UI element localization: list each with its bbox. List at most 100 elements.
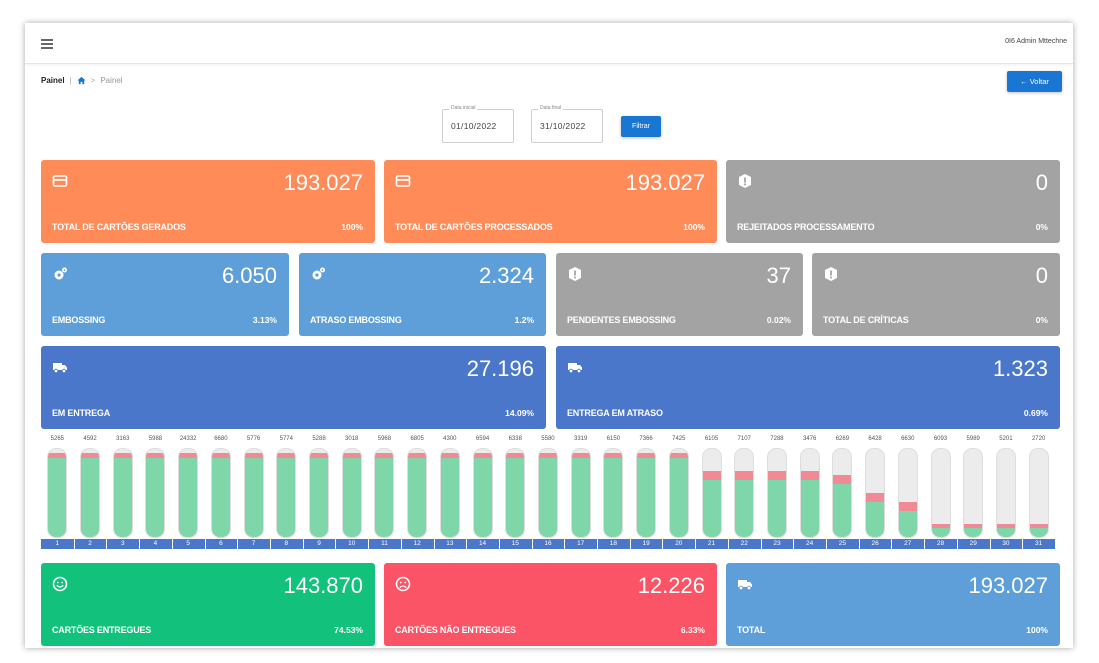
card-title: REJEITADOS PROCESSAMENTO bbox=[737, 222, 875, 232]
day-bar[interactable] bbox=[538, 448, 558, 538]
truck-icon bbox=[53, 363, 67, 374]
day-bar[interactable] bbox=[210, 448, 231, 538]
chevron-right-icon: > bbox=[90, 76, 96, 85]
delivered-segment bbox=[81, 457, 100, 537]
user-name[interactable]: 0I6 Admin Mttechne bbox=[1005, 38, 1067, 45]
day-bar[interactable] bbox=[734, 448, 755, 538]
breadcrumb-current: Painel bbox=[100, 76, 123, 85]
day-bar[interactable] bbox=[112, 448, 133, 538]
day-bar[interactable] bbox=[766, 448, 787, 538]
day-axis-label: 10 bbox=[348, 540, 356, 547]
card-cartoes-nao-entregues[interactable]: 12.226 CARTÕES NÃO ENTREGUES 6.33% bbox=[384, 563, 717, 646]
card-total-criticas[interactable]: 0 TOTAL DE CRÍTICAS 0% bbox=[812, 253, 1060, 336]
day-bar[interactable] bbox=[145, 448, 166, 538]
delivered-segment bbox=[408, 457, 427, 537]
not-delivered-segment bbox=[277, 453, 296, 458]
start-date-field[interactable]: Data inicial 01/10/2022 bbox=[442, 105, 514, 143]
day-total-label: 6680 bbox=[214, 436, 228, 442]
delivered-segment bbox=[310, 457, 329, 537]
card-cartoes-entregues[interactable]: 143.870 CARTÕES ENTREGUES 74.53% bbox=[41, 563, 375, 646]
day-bar[interactable] bbox=[570, 448, 591, 538]
card-entrega-atraso[interactable]: 1.323 ENTREGA EM ATRASO 0.69% bbox=[556, 346, 1060, 429]
day-axis-label: 22 bbox=[740, 540, 748, 547]
card-percent: 100% bbox=[683, 222, 705, 232]
day-total-label: 6150 bbox=[606, 436, 621, 442]
card-atraso-embossing[interactable]: 2.324 ATRASO EMBOSSING 1.2% bbox=[299, 253, 546, 336]
day-axis-label: 14 bbox=[478, 540, 487, 547]
card-percent: 0% bbox=[1035, 222, 1048, 232]
day-total-label: 4300 bbox=[443, 436, 457, 442]
day-total-label: 3163 bbox=[116, 436, 130, 442]
day-total-label: 5776 bbox=[246, 436, 261, 442]
delivered-segment bbox=[48, 457, 67, 537]
day-bar[interactable] bbox=[603, 448, 624, 538]
not-delivered-segment bbox=[931, 523, 950, 529]
not-delivered-segment bbox=[964, 523, 983, 529]
axis-divider bbox=[956, 539, 958, 549]
day-bar[interactable] bbox=[897, 448, 918, 538]
back-button[interactable]: ← Voltar bbox=[1007, 71, 1062, 92]
card-title: PENDENTES EMBOSSING bbox=[567, 315, 676, 325]
delivered-segment bbox=[277, 457, 296, 537]
day-bar[interactable] bbox=[832, 448, 853, 538]
not-delivered-segment bbox=[604, 453, 623, 458]
day-bar[interactable] bbox=[439, 448, 460, 538]
card-pendentes-embossing[interactable]: 37 PENDENTES EMBOSSING 0.02% bbox=[556, 253, 803, 336]
gears-icon bbox=[54, 267, 67, 280]
day-axis: 1 2 3 4 5 6 7 8 9 10 11 12 13 14 15 16 17 18 19 20 21 22 23 24 2… bbox=[41, 539, 1055, 549]
day-total-label: 5580 bbox=[541, 436, 555, 442]
card-total-processados[interactable]: 193.027 TOTAL DE CARTÕES PROCESSADOS 100… bbox=[384, 160, 717, 243]
card-rejeitados[interactable]: 0 REJEITADOS PROCESSAMENTO 0% bbox=[726, 160, 1060, 243]
day-axis-label: 4 bbox=[153, 540, 158, 547]
day-axis-label: 23 bbox=[773, 540, 781, 547]
day-bar[interactable] bbox=[505, 448, 526, 538]
filter-button[interactable]: Filtrar bbox=[621, 116, 661, 137]
card-embossing[interactable]: 6.050 EMBOSSING 3.13% bbox=[41, 253, 289, 336]
end-date-field[interactable]: Data final 31/10/2022 bbox=[531, 105, 603, 143]
card-title: EMBOSSING bbox=[52, 315, 106, 325]
day-total-label: 6338 bbox=[508, 436, 522, 442]
not-delivered-segment bbox=[833, 475, 852, 485]
card-title: TOTAL DE CARTÕES PROCESSADOS bbox=[395, 222, 553, 232]
day-bar[interactable] bbox=[309, 448, 330, 538]
delivered-segment bbox=[996, 528, 1015, 537]
day-bar[interactable] bbox=[995, 448, 1016, 538]
day-bar[interactable] bbox=[472, 448, 493, 538]
day-total-label: 3476 bbox=[802, 436, 817, 442]
delivered-segment bbox=[702, 479, 721, 537]
day-bar[interactable] bbox=[374, 448, 395, 538]
axis-divider bbox=[858, 539, 860, 549]
day-bar[interactable] bbox=[178, 448, 199, 538]
day-axis-label: 9 bbox=[317, 540, 321, 547]
day-bar[interactable] bbox=[80, 448, 101, 538]
day-bar[interactable] bbox=[799, 448, 820, 538]
delivered-segment bbox=[539, 457, 557, 537]
day-bar[interactable] bbox=[701, 448, 722, 538]
day-bar[interactable] bbox=[407, 448, 428, 538]
day-bar[interactable] bbox=[865, 448, 886, 538]
home-icon[interactable] bbox=[77, 76, 86, 85]
axis-divider bbox=[564, 539, 566, 549]
day-bar[interactable] bbox=[930, 448, 951, 538]
day-axis-label: 18 bbox=[609, 540, 618, 547]
day-bar[interactable] bbox=[636, 448, 657, 538]
axis-divider bbox=[629, 539, 631, 549]
not-delivered-segment bbox=[146, 453, 165, 458]
day-bar[interactable] bbox=[963, 448, 984, 538]
day-bar[interactable] bbox=[47, 448, 68, 538]
day-bar[interactable] bbox=[668, 448, 689, 538]
breadcrumb-root[interactable]: Painel bbox=[41, 76, 65, 85]
day-bar[interactable] bbox=[341, 448, 362, 538]
day-axis-label: 5 bbox=[186, 540, 190, 547]
day-bar[interactable] bbox=[243, 448, 264, 538]
day-bar[interactable] bbox=[1028, 448, 1049, 538]
day-bar[interactable] bbox=[276, 448, 297, 538]
delivered-segment bbox=[473, 457, 492, 537]
card-value: 193.027 bbox=[968, 573, 1048, 598]
card-total[interactable]: 193.027 TOTAL 100% bbox=[726, 563, 1060, 646]
card-total-gerados[interactable]: 193.027 TOTAL DE CARTÕES GERADOS 100% bbox=[41, 160, 375, 243]
menu-icon[interactable] bbox=[41, 39, 53, 49]
day-axis-label: 6 bbox=[219, 540, 223, 547]
day-axis-label: 1 bbox=[55, 540, 60, 547]
card-em-entrega[interactable]: 27.196 EM ENTREGA 14.09% bbox=[41, 346, 546, 429]
